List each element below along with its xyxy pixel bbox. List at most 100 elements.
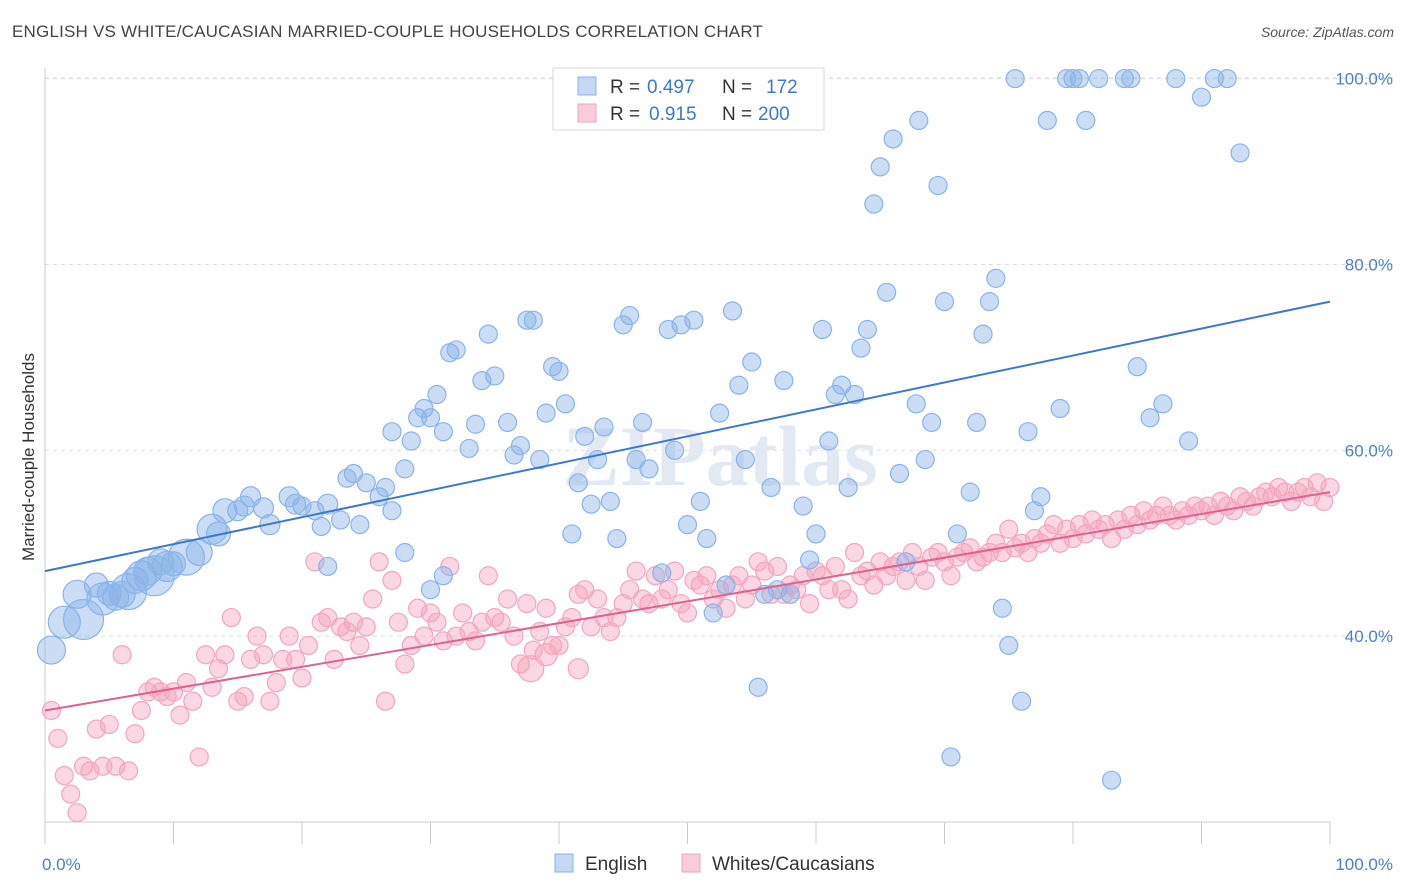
trend-lines	[44, 300, 1331, 712]
english-point	[36, 635, 67, 665]
whites-point	[266, 673, 286, 693]
english-point	[382, 501, 402, 521]
whites-point	[420, 603, 441, 623]
whites-point	[999, 519, 1019, 539]
english-point	[915, 449, 935, 470]
english-point	[999, 635, 1019, 656]
english-point	[658, 319, 678, 340]
whites-point	[941, 566, 961, 586]
english-point	[941, 747, 961, 767]
whites-point	[838, 589, 858, 609]
english-point	[433, 566, 453, 586]
whites-point	[131, 700, 151, 721]
whites-point	[118, 761, 139, 781]
english-point	[851, 338, 871, 358]
english-point	[504, 445, 524, 465]
english-point	[665, 440, 685, 460]
english-point	[472, 370, 492, 391]
english-point	[857, 319, 878, 340]
whites-point	[453, 603, 473, 623]
english-point	[722, 301, 743, 321]
english-point	[613, 315, 633, 335]
english-point	[600, 491, 621, 512]
english-point	[870, 157, 890, 177]
bottom-legend-english: English	[585, 854, 647, 875]
english-point	[832, 375, 852, 395]
english-point	[1037, 110, 1057, 131]
english-point	[697, 528, 717, 549]
whites-point	[536, 598, 556, 618]
english-point	[1153, 394, 1173, 414]
y-tick-label: 40.0%	[1345, 627, 1393, 646]
legend-n-value-english: 172	[766, 77, 798, 98]
y-tick-label: 100.0%	[1335, 70, 1393, 89]
whites-point	[465, 631, 486, 651]
english-point	[395, 459, 415, 479]
whites-point	[517, 655, 545, 683]
english-point	[517, 310, 537, 330]
english-point	[992, 598, 1012, 618]
source-label: Source: ZipAtlas.com	[1260, 24, 1394, 40]
english-point	[562, 524, 582, 544]
whites-point	[337, 621, 357, 642]
english-point	[62, 598, 105, 641]
whites-point	[767, 556, 788, 577]
english-point	[375, 477, 396, 498]
whites-point	[112, 645, 132, 665]
english-point	[909, 110, 929, 131]
english-point	[825, 384, 845, 405]
english-point	[427, 384, 447, 405]
english-point	[446, 340, 466, 360]
legend-swatch-whites	[577, 103, 597, 123]
whites-point	[832, 580, 852, 600]
english-point	[896, 552, 916, 572]
english-point	[1230, 143, 1250, 163]
whites-point	[54, 765, 74, 786]
english-point	[973, 324, 993, 344]
whites-point	[534, 643, 558, 667]
whites-point	[106, 756, 126, 776]
english-point	[906, 394, 926, 414]
english-point	[934, 292, 955, 312]
whites-point	[343, 612, 363, 632]
english-point	[395, 542, 415, 563]
y-tick-label: 80.0%	[1345, 255, 1393, 274]
whites-point	[189, 747, 209, 767]
english-point	[343, 463, 363, 484]
whites-point	[1044, 515, 1064, 535]
english-point	[536, 403, 556, 423]
whites-point	[498, 589, 518, 609]
whites-point	[870, 552, 890, 572]
english-point	[979, 292, 1000, 312]
whites-point	[729, 566, 749, 586]
whites-trend-line	[44, 491, 1331, 712]
english-point	[844, 384, 865, 405]
english-point	[864, 194, 884, 214]
bottom-legend-swatch-english	[554, 853, 574, 873]
whites-point	[1198, 496, 1218, 516]
english-point	[465, 414, 486, 434]
legend-n-label-english: N =	[722, 77, 752, 98]
legend-n-label-whites: N =	[722, 104, 752, 125]
whites-point	[658, 580, 678, 600]
english-point	[356, 473, 376, 493]
english-point	[1114, 68, 1135, 89]
english-point	[1089, 68, 1109, 89]
whites-point	[1153, 496, 1173, 516]
whites-point	[799, 594, 820, 614]
whites-point	[902, 542, 922, 563]
whites-point	[825, 556, 845, 577]
whites-point	[427, 612, 447, 632]
whites-point	[562, 607, 582, 628]
english-point	[986, 268, 1006, 288]
english-point	[806, 524, 826, 544]
chart-title: ENGLISH VS WHITE/CAUCASIAN MARRIED-COUPL…	[12, 22, 764, 41]
whites-point	[440, 556, 460, 577]
english-point	[761, 477, 781, 498]
whites-point	[812, 566, 833, 586]
english-point	[877, 282, 897, 302]
whites-point	[549, 635, 569, 656]
english-point	[1024, 501, 1045, 521]
english-point	[947, 524, 967, 544]
whites-point	[754, 561, 775, 581]
